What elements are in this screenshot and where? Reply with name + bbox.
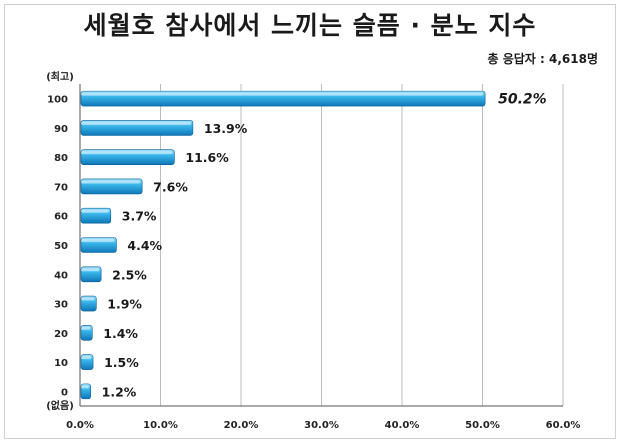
bar-highlight	[81, 297, 95, 301]
value-label: 4.4%	[127, 238, 162, 253]
x-tick-label: 30.0%	[304, 420, 339, 431]
value-labels: 50.2% 13.9% 11.6% 7.6% 3.7% 4.4% 2.5% 1.9% 1.4% 1…	[102, 92, 547, 400]
y-tick-label: 100	[47, 95, 68, 106]
y-tick-label: 20	[54, 329, 68, 340]
y-tick-label: 30	[54, 300, 68, 311]
value-label: 1.5%	[104, 355, 139, 370]
bar-highlight	[81, 180, 141, 184]
bar-highlight	[81, 385, 89, 389]
bar-highlight	[81, 121, 191, 125]
value-label: 1.9%	[107, 297, 142, 312]
y-tick-label: 80	[54, 153, 68, 164]
x-tick-label: 20.0%	[224, 420, 259, 431]
y-tick-label: 60	[54, 212, 68, 223]
top-annotation: (최고)	[46, 70, 74, 83]
bar-highlight	[81, 151, 173, 155]
x-tick-label: 0.0%	[66, 420, 94, 431]
bottom-annotation: (없음)	[46, 399, 74, 412]
value-label: 11.6%	[185, 150, 229, 165]
value-label: 50.2%	[498, 92, 547, 108]
grid-lines	[79, 84, 564, 407]
y-tick-label: 90	[54, 124, 68, 135]
bar-highlight	[81, 209, 109, 213]
value-label: 1.4%	[103, 326, 138, 341]
y-tick-label: 70	[54, 182, 68, 193]
bars	[80, 90, 486, 400]
x-tick-label: 10.0%	[143, 420, 178, 431]
value-label: 13.9%	[204, 121, 248, 136]
respondent-count: 총 응답자 : 4,618명	[487, 52, 599, 66]
bar-highlight	[81, 239, 115, 242]
bar-highlight	[81, 92, 484, 96]
y-tick-label: 0	[61, 387, 68, 398]
chart-title: 세월호 참사에서 느끼는 슬픔 · 분노 지수	[83, 11, 537, 40]
bar-highlight	[81, 268, 100, 272]
y-tick-label: 50	[54, 241, 68, 252]
x-tick-label: 50.0%	[465, 420, 500, 431]
y-tick-label: 40	[54, 270, 68, 281]
value-label: 1.2%	[102, 384, 137, 399]
bar-highlight	[81, 326, 91, 330]
bar-highlight	[81, 356, 92, 360]
x-axis-ticks: 0.0% 10.0% 20.0% 30.0% 40.0% 50.0% 60.0%	[66, 420, 580, 431]
x-tick-label: 60.0%	[546, 420, 581, 431]
value-label: 2.5%	[112, 267, 147, 282]
value-label: 7.6%	[153, 179, 188, 194]
x-tick-label: 40.0%	[385, 420, 420, 431]
value-label: 3.7%	[122, 209, 157, 224]
y-tick-label: 10	[54, 358, 68, 369]
